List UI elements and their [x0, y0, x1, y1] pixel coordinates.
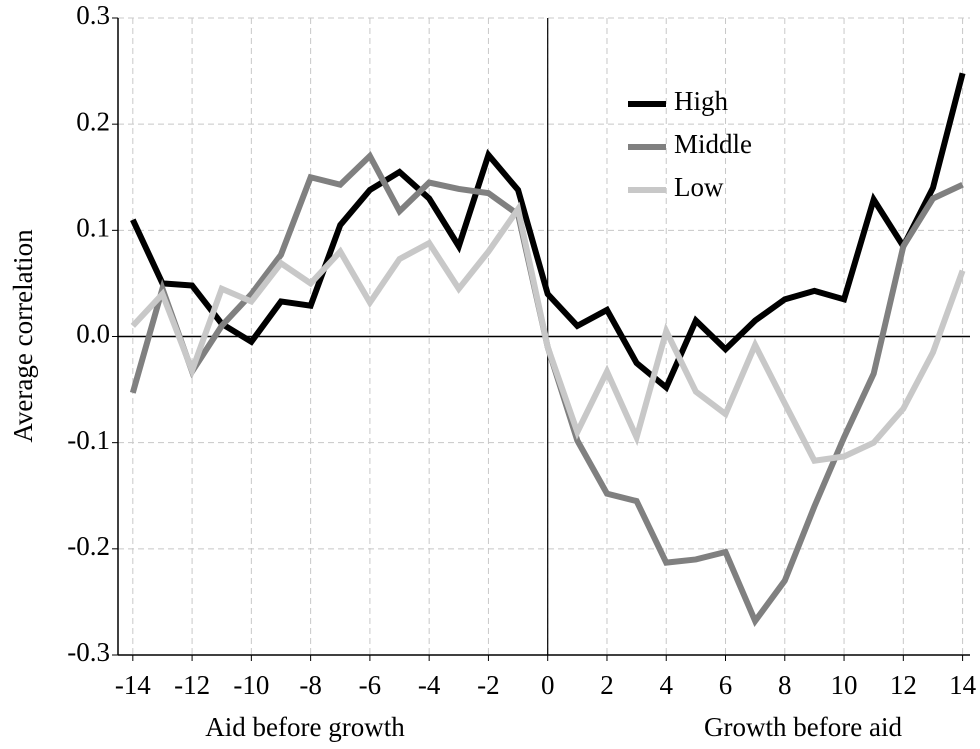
y-tick-label: -0.2: [67, 531, 110, 561]
y-tick-label: 0.1: [76, 213, 110, 243]
legend-label: Middle: [674, 129, 752, 159]
x-tick-label: 4: [659, 670, 673, 700]
x-tick-label: -6: [359, 670, 382, 700]
x-tick-label: 6: [719, 670, 733, 700]
x-tick-label: -8: [299, 670, 322, 700]
x-tick-label: -4: [418, 670, 441, 700]
x-axis-label: Growth before aid: [704, 712, 902, 742]
line-series: [130, 72, 966, 393]
x-tick-label: 8: [778, 670, 792, 700]
legend-label: High: [674, 86, 729, 116]
legend-label: Low: [674, 172, 724, 202]
x-tick-label: 2: [600, 670, 614, 700]
y-axis-label: Average correlation: [8, 229, 38, 443]
y-tick-label: 0.0: [76, 319, 110, 349]
x-tick-label: -12: [174, 670, 210, 700]
x-axis-label: Aid before growth: [205, 712, 405, 742]
x-tick-label: -14: [115, 670, 151, 700]
y-tick-label: -0.1: [67, 425, 110, 455]
x-tick-label: -10: [233, 670, 269, 700]
x-tick-label: 12: [890, 670, 917, 700]
y-tick-label: -0.3: [67, 637, 110, 667]
line-series: [130, 201, 966, 464]
x-tick-label: 0: [541, 670, 555, 700]
x-tick-label: 14: [949, 670, 977, 700]
y-tick-label: 0.2: [76, 106, 110, 136]
y-tick-label: 0.3: [76, 0, 110, 30]
x-tick-label: -2: [477, 670, 500, 700]
x-tick-label: 10: [831, 670, 858, 700]
